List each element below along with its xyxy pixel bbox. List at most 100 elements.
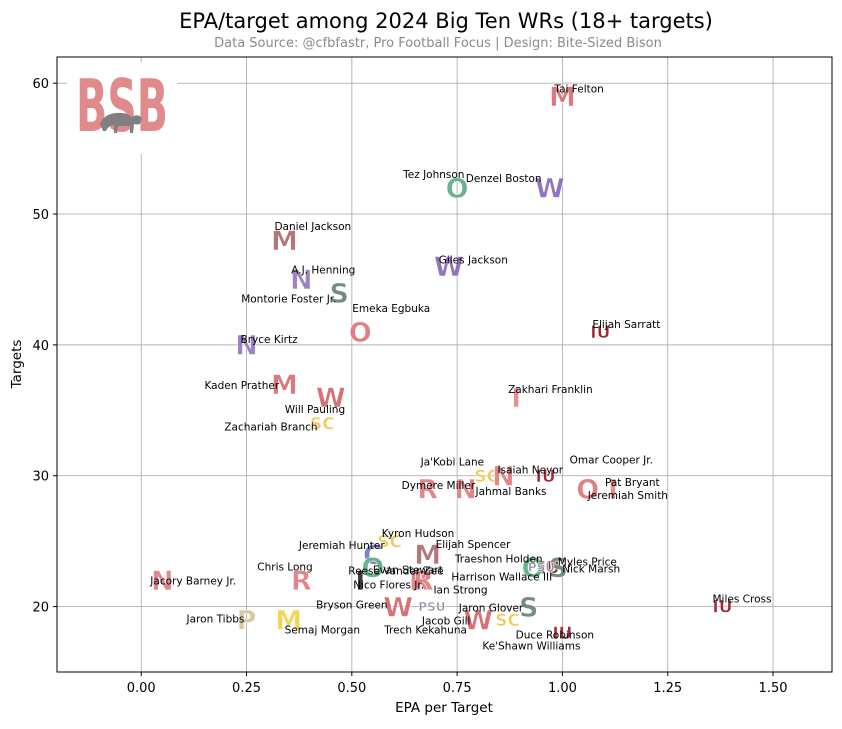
team-logo-glyph: R <box>413 566 434 597</box>
team-logo-marker: R <box>291 566 313 598</box>
team-logo-glyph: W <box>463 605 493 636</box>
team-logo-marker: N <box>151 566 174 598</box>
point-label: Emeka Egbuka <box>352 303 430 315</box>
team-logo-glyph: SC <box>495 611 520 631</box>
team-logo-glyph: IU <box>590 323 610 343</box>
team-logo-marker: M <box>271 226 298 258</box>
y-tick-label: 30 <box>32 470 49 485</box>
team-logo-glyph: O <box>349 318 372 349</box>
point-label: Jacory Barney Jr. <box>149 575 236 587</box>
team-logo-glyph: M <box>271 226 298 257</box>
team-logo-glyph: N <box>454 475 477 506</box>
team-logo-glyph: N <box>492 461 515 492</box>
team-logo-glyph: O <box>446 174 469 205</box>
team-logo-glyph: SC <box>474 467 499 487</box>
team-logo-glyph: IU <box>540 558 560 578</box>
team-logo-glyph: I <box>608 475 618 506</box>
chart-title: EPA/target among 2024 Big Ten WRs (18+ t… <box>179 9 713 33</box>
point-label: Bryce Kirtz <box>241 334 299 346</box>
point-label: Traeshon Holden <box>454 553 543 565</box>
team-logo-marker: O <box>361 553 385 585</box>
team-logo-marker: IU <box>539 558 560 579</box>
team-logo-marker: PSU <box>527 560 555 575</box>
y-tick-label: 40 <box>32 339 49 354</box>
point-label: Nico Flores Jr. <box>353 579 424 591</box>
grid-layer <box>57 57 832 672</box>
point-label: Evan Stewart <box>373 564 443 576</box>
team-logo-marker: IU <box>535 467 556 488</box>
team-logo-marker: S <box>329 278 349 310</box>
team-logo-marker: C <box>363 540 383 572</box>
point-label: Nick Marsh <box>562 563 620 575</box>
team-logo-glyph: M <box>275 605 302 636</box>
point-label: Elijah Spencer <box>436 539 511 551</box>
team-logo-marker: N <box>235 330 258 362</box>
x-tick-label: 1.25 <box>653 681 682 696</box>
x-axis-label: EPA per Target <box>395 700 493 716</box>
point-label: Montorie Foster Jr. <box>241 294 336 306</box>
x-tick-label: 1.50 <box>759 681 788 696</box>
point-label: Duce Robinson <box>516 630 594 642</box>
point-label: Myles Price <box>558 556 617 568</box>
point-label: Ja'Kobi Lane <box>420 457 485 469</box>
point-label: Jahmal Banks <box>475 486 547 498</box>
team-logo-glyph: O <box>361 553 384 584</box>
team-logo-marker: O <box>445 173 469 205</box>
point-label: A.J. Henning <box>291 264 355 276</box>
point-label: Omar Cooper Jr. <box>570 455 653 467</box>
point-label: Kaden Prather <box>204 380 279 392</box>
team-logo-marker: I <box>511 383 522 415</box>
team-logo-marker: W <box>535 173 565 205</box>
team-logo-glyph: O <box>576 475 599 506</box>
point-label: Ke'Shawn Williams <box>482 641 580 653</box>
team-logo-glyph: IU <box>712 598 732 618</box>
team-logo-glyph: I <box>511 383 521 414</box>
point-label: Ian Strong <box>433 584 487 596</box>
team-logo-marker: SC <box>377 532 402 553</box>
team-logo-glyph: C <box>363 540 383 571</box>
team-logo-glyph: SC <box>310 415 335 435</box>
team-logo-glyph: PSU <box>528 561 555 575</box>
team-logo-marker: N <box>454 474 477 506</box>
team-logo-marker: SC <box>310 414 335 435</box>
team-logo-marker: W <box>434 252 464 284</box>
team-logo-marker: W <box>383 592 413 624</box>
team-logo-marker: I <box>355 566 366 598</box>
x-tick-label: 0.25 <box>232 681 261 696</box>
team-logo-marker: M <box>271 370 298 402</box>
x-tick-label: 0.50 <box>337 681 366 696</box>
team-logo-marker: SC <box>474 467 499 488</box>
point-label: Tez Johnson <box>402 169 464 181</box>
point-label: Will Pauling <box>285 404 345 416</box>
team-logo-glyph: N <box>151 566 174 597</box>
point-label: Elijah Sarratt <box>592 319 660 331</box>
point-label: Giles Jackson <box>439 254 508 266</box>
team-logo-glyph: N <box>290 265 313 296</box>
watermark-text: BSB <box>76 64 168 148</box>
team-logo-glyph: IU <box>536 467 556 487</box>
point-label: Trech Kekahuna <box>383 625 467 637</box>
team-logo-marker: O <box>576 474 600 506</box>
team-logo-glyph: S <box>519 592 538 623</box>
point-label: Reese Vander Zee <box>348 565 443 577</box>
team-logo-glyph: O <box>521 553 544 584</box>
y-tick-label: 50 <box>32 208 49 223</box>
team-logo-glyph: W <box>383 592 413 623</box>
team-logo-glyph: M <box>414 540 441 571</box>
point-label: Zachariah Branch <box>224 421 317 433</box>
y-axis-label: Targets <box>9 340 25 390</box>
team-logo-marker: IU <box>552 624 573 645</box>
team-logo-marker: I <box>608 474 619 506</box>
x-tick-label: 0.75 <box>443 681 472 696</box>
point-label: Jeremiah Hunter <box>298 540 385 552</box>
x-tick-label: 0.00 <box>127 681 156 696</box>
chart-subtitle: Data Source: @cfbfastr, Pro Football Foc… <box>214 36 662 51</box>
team-logo-glyph: W <box>535 174 565 205</box>
point-label: Chris Long <box>257 561 312 573</box>
team-logo-marker: S <box>519 592 539 624</box>
point-label: Miles Cross <box>712 594 771 606</box>
team-logo-marker: M <box>414 540 441 572</box>
point-label: Pat Bryant <box>605 477 660 489</box>
team-logo-marker: M <box>275 605 302 637</box>
